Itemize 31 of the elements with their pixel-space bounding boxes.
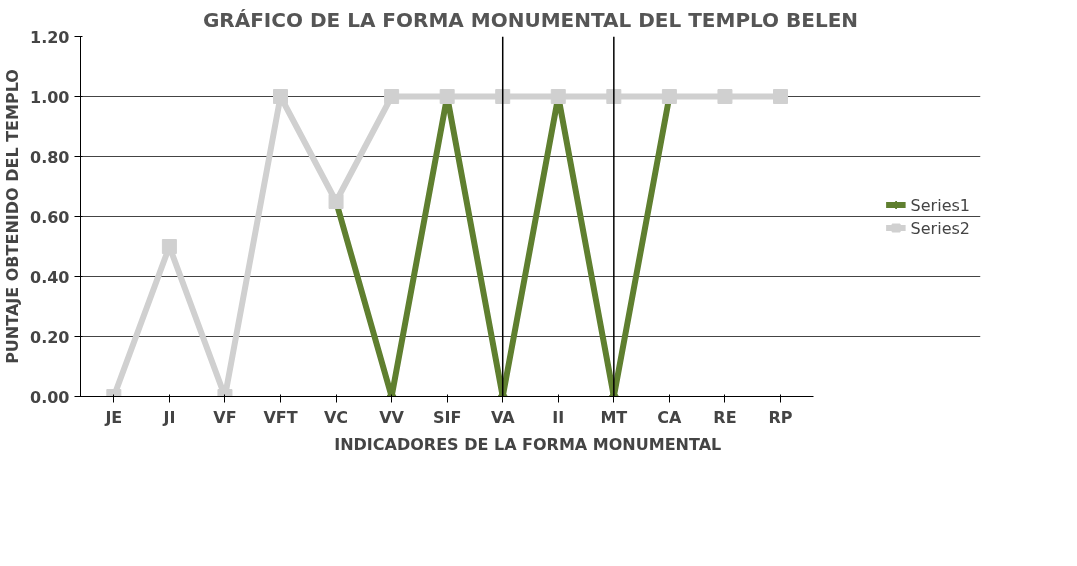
x-tick-label: VA — [490, 407, 516, 427]
legend-label: Series1 — [910, 195, 970, 214]
point — [495, 89, 511, 104]
x-tick-label: MT — [600, 407, 628, 427]
x-tick-label: II — [552, 407, 565, 427]
x-tick-label: JE — [104, 407, 123, 427]
y-tick-label: 0.60 — [30, 207, 70, 227]
legend-label: Series2 — [910, 218, 970, 237]
y-axis-title: PUNTAJE OBTENIDO DEL TEMPLO — [3, 69, 23, 364]
x-tick-label: VV — [379, 407, 405, 427]
y-tick-label: 0.00 — [30, 387, 70, 407]
point — [717, 89, 733, 104]
chart-title: GRÁFICO DE LA FORMA MONUMENTAL DEL TEMPLO BELEN — [202, 7, 859, 32]
point — [161, 239, 177, 254]
x-tick-label: SIF — [432, 407, 462, 427]
x-tick-label: JI — [162, 407, 176, 427]
point — [384, 89, 400, 104]
y-tick-label: 0.40 — [30, 267, 70, 287]
x-tick-label: CA — [657, 407, 683, 427]
x-tick-label: RE — [713, 407, 737, 427]
x-tick-label: VFT — [263, 407, 298, 427]
point — [273, 89, 288, 104]
x-axis-title: INDICADORES DE LA FORMA MONUMENTAL — [334, 434, 722, 454]
y-tick-label: 1.20 — [30, 27, 70, 47]
y-tick-label: 0.20 — [30, 327, 70, 347]
x-tick-label: VC — [323, 407, 349, 427]
x-tick-label: RP — [768, 407, 793, 427]
y-tick-label: 1.00 — [30, 87, 70, 107]
point — [773, 89, 788, 104]
x-tick-label: VF — [213, 407, 237, 427]
y-tick-label: 0.80 — [30, 147, 70, 167]
